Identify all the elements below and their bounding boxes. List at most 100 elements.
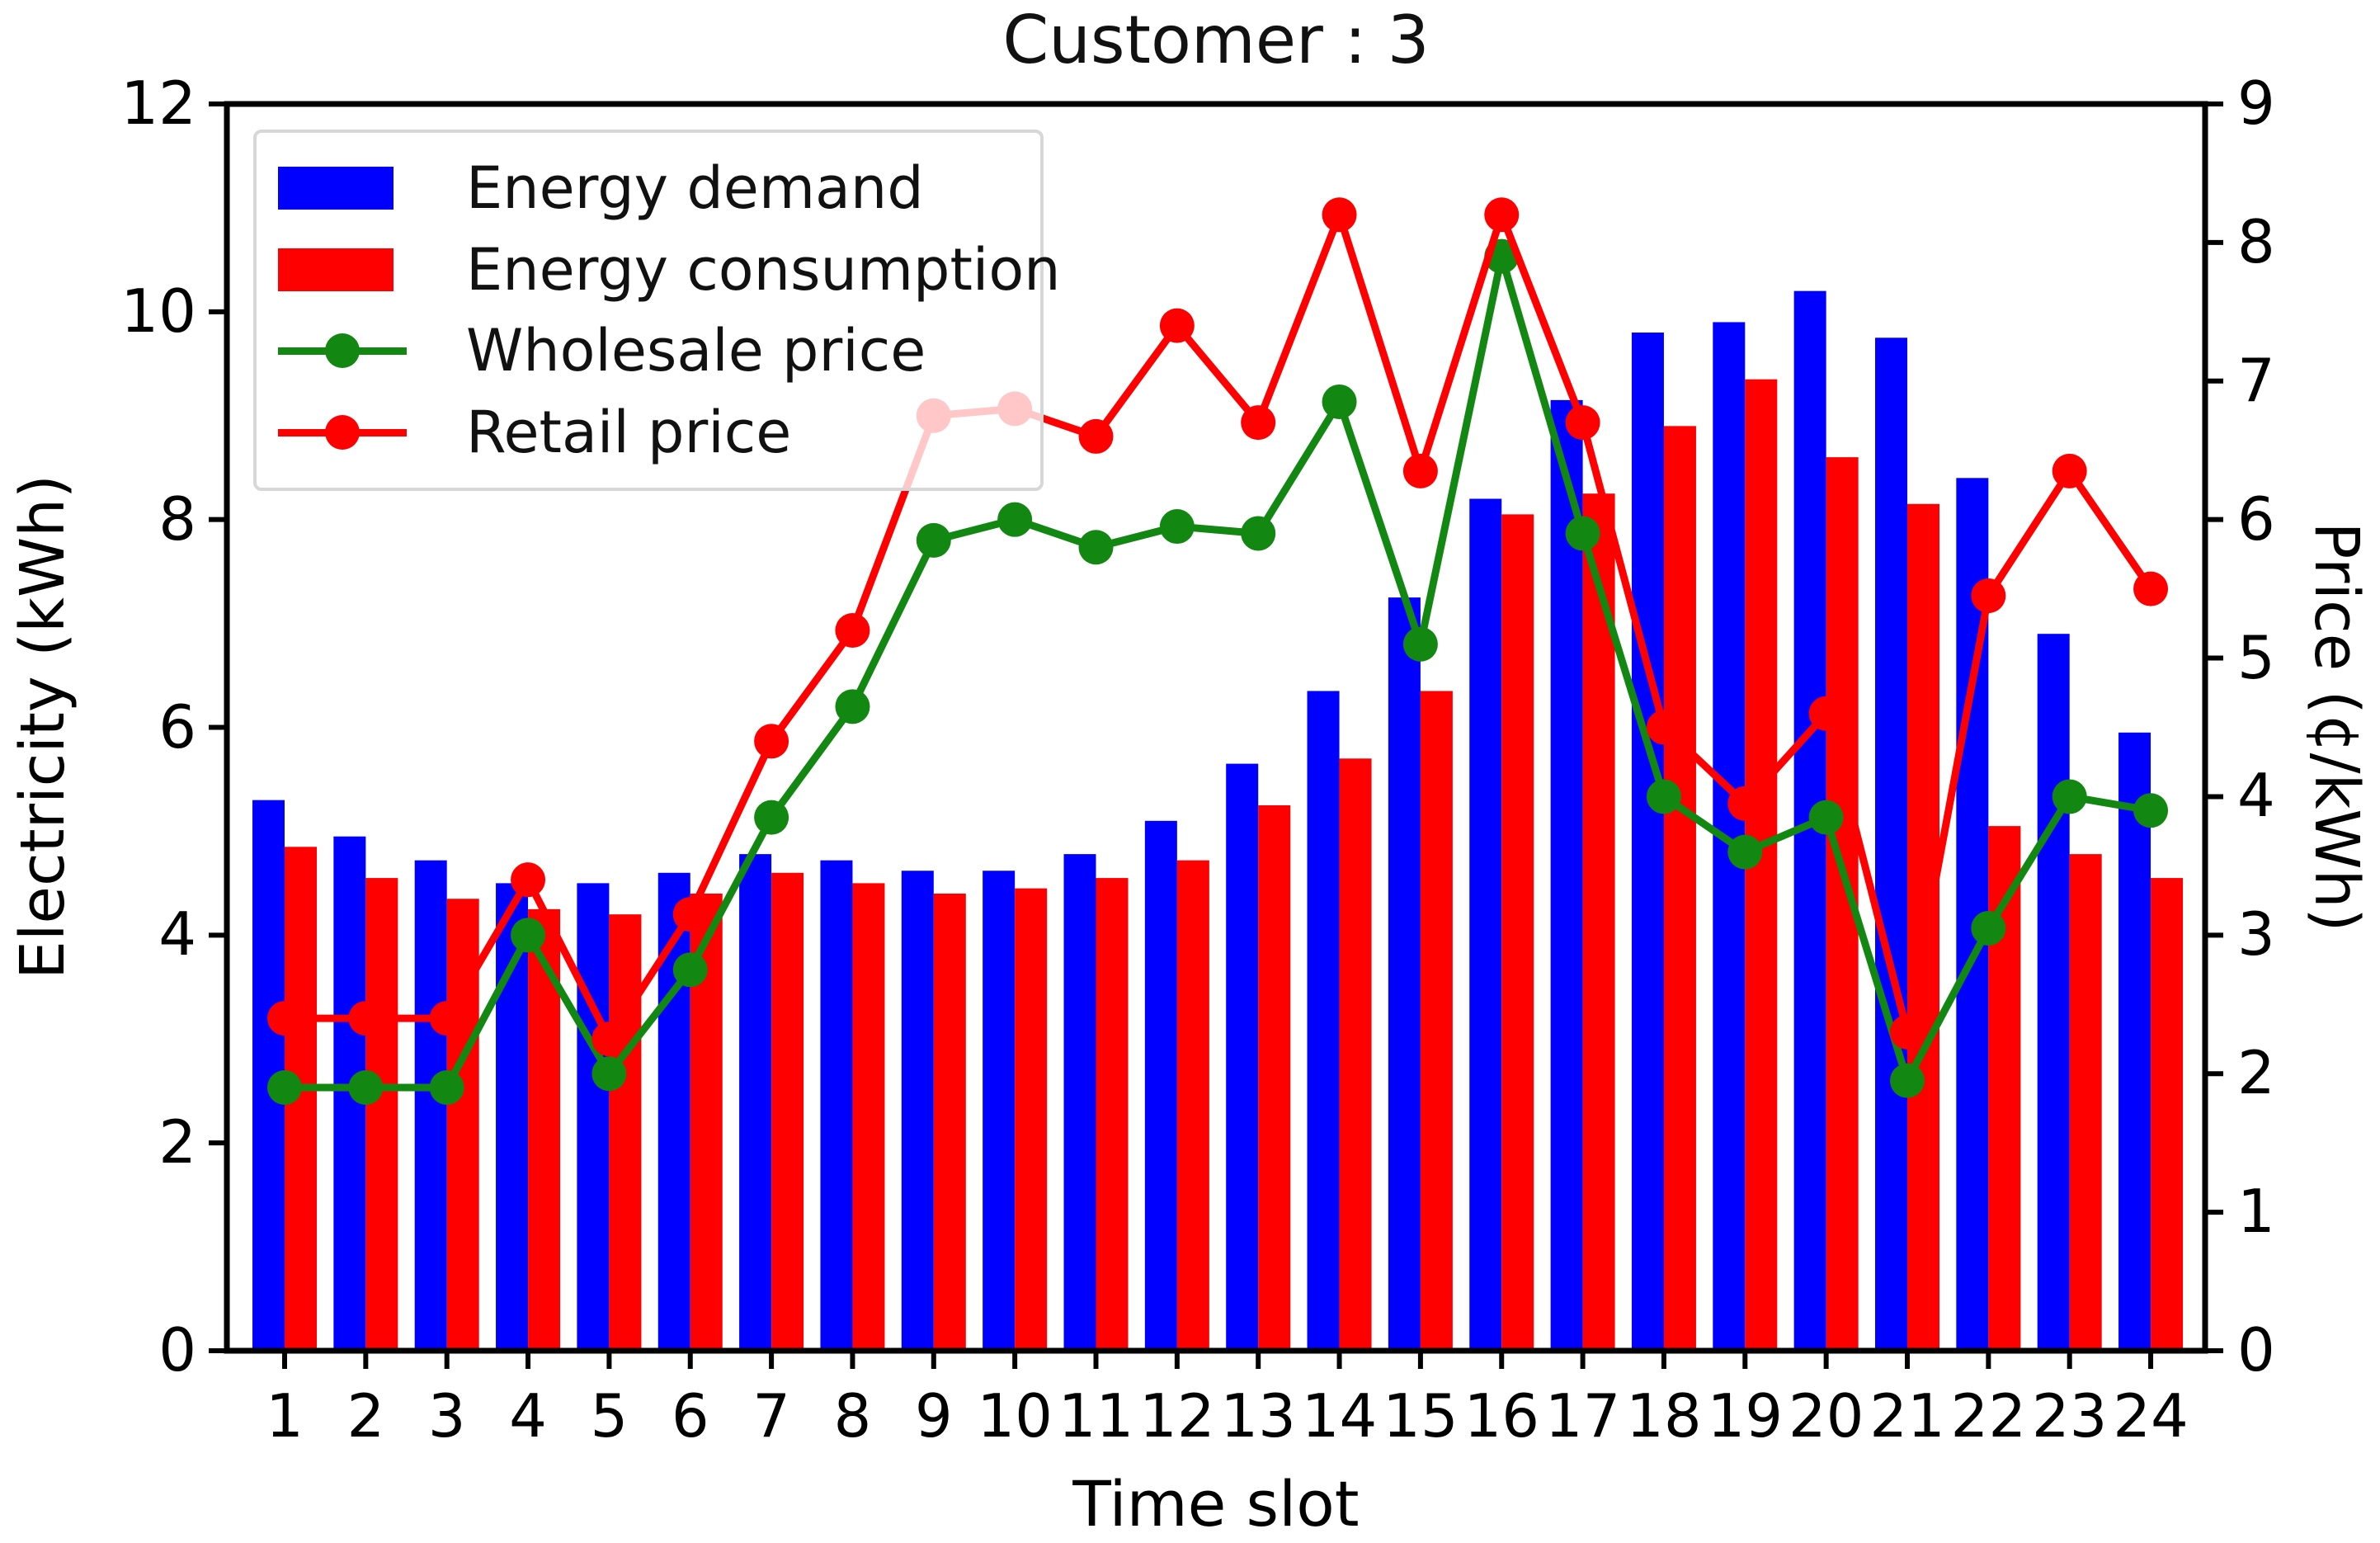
demand-bar — [496, 883, 529, 1351]
x-tick-label: 5 — [590, 1381, 629, 1451]
y-left-tick-label: 12 — [120, 68, 196, 138]
x-tick-label: 17 — [1544, 1381, 1621, 1451]
y-right-tick-label: 7 — [2237, 345, 2275, 415]
y-right-tick-label: 6 — [2237, 484, 2275, 554]
wholesale-price-point — [591, 1056, 627, 1092]
wholesale-price-point — [2133, 793, 2169, 828]
retail-price-point — [1241, 405, 1276, 441]
demand-bar — [739, 854, 772, 1351]
y-axis-left-title: Electricity (kWh) — [7, 474, 78, 979]
y-left-tick-label: 2 — [158, 1107, 196, 1177]
legend-item-energy-demand: Energy demand — [278, 149, 1032, 228]
retail-price-point — [1402, 453, 1438, 488]
legend-label: Retail price — [466, 398, 792, 466]
wholesale-price-point — [672, 952, 708, 988]
retail-price-point — [348, 1001, 384, 1036]
blue-bar-swatch-icon — [278, 167, 394, 210]
y-right-tick-label: 2 — [2237, 1038, 2275, 1108]
consumption-bar — [609, 914, 642, 1351]
consumption-bar — [2069, 854, 2102, 1351]
demand-bar — [2118, 732, 2151, 1351]
wholesale-price-point — [835, 689, 870, 724]
red-bar-swatch-icon — [278, 248, 394, 291]
x-tick-label: 7 — [752, 1381, 790, 1451]
y-axis-right-title: Price (¢/kWh) — [2301, 521, 2372, 932]
consumption-bar — [1663, 426, 1696, 1351]
legend-swatch-consumption — [278, 248, 443, 291]
red-line-marker-swatch-icon — [278, 411, 407, 454]
wholesale-price-point — [1078, 530, 1114, 565]
x-tick-label: 21 — [1869, 1381, 1945, 1451]
wholesale-price-line — [285, 252, 2151, 1092]
retail-price-point — [2052, 453, 2087, 488]
retail-price-point — [835, 612, 870, 648]
y-right-tick-label: 8 — [2237, 206, 2275, 276]
wholesale-price-point — [511, 918, 546, 953]
x-tick-label: 10 — [977, 1381, 1053, 1451]
chart-title: Customer : 3 — [1002, 2, 1430, 78]
retail-price-point — [754, 724, 789, 759]
retail-price-point — [1971, 578, 2006, 614]
wholesale-price-point — [1727, 834, 1763, 870]
wholesale-price-point — [1971, 910, 2006, 946]
wholesale-price-point — [267, 1070, 302, 1106]
consumption-bar — [771, 872, 804, 1351]
demand-bar — [901, 871, 934, 1351]
y-right-tick-label: 9 — [2237, 68, 2275, 138]
demand-bar — [414, 860, 447, 1351]
y-right-tick-label: 0 — [2237, 1315, 2275, 1385]
demand-bar — [983, 871, 1016, 1351]
x-tick-label: 18 — [1626, 1381, 1702, 1451]
wholesale-price-point — [429, 1070, 464, 1106]
wholesale-price-point — [1890, 1063, 1925, 1098]
retail-price-point — [1890, 1014, 1925, 1050]
y-right-tick-label: 3 — [2237, 899, 2275, 970]
wholesale-price-point — [1159, 509, 1195, 545]
retail-price-point — [1322, 197, 1357, 233]
demand-bar — [2037, 634, 2070, 1351]
legend-item-energy-consumption: Energy consumption — [278, 230, 1061, 309]
legend: Energy demand Energy consumption Wholesa… — [253, 130, 1061, 491]
y-right-tick-label: 4 — [2237, 761, 2275, 831]
x-tick-label: 13 — [1220, 1381, 1296, 1451]
retail-price-point — [429, 1001, 464, 1036]
consumption-bar — [2151, 878, 2184, 1351]
retail-price-point — [1078, 418, 1114, 454]
consumption-bar — [1339, 758, 1372, 1351]
legend-swatch-demand — [278, 167, 443, 210]
retail-price-point — [1484, 197, 1520, 233]
y-left-tick-label: 0 — [158, 1315, 196, 1385]
legend-swatch-retail — [278, 411, 443, 454]
retail-price-point — [672, 897, 708, 932]
legend-label: Energy demand — [466, 154, 924, 223]
retail-price-point — [1727, 786, 1763, 821]
y-left-tick-label: 4 — [158, 899, 196, 970]
legend-swatch-wholesale — [278, 329, 443, 372]
x-tick-label: 3 — [427, 1381, 466, 1451]
retail-price-point — [511, 862, 546, 898]
x-tick-label: 19 — [1707, 1381, 1784, 1451]
x-tick-label: 20 — [1788, 1381, 1864, 1451]
x-axis-title: Time slot — [1072, 1467, 1360, 1541]
x-tick-label: 16 — [1463, 1381, 1540, 1451]
legend-item-wholesale-price: Wholesale price — [278, 311, 1032, 390]
demand-bar — [1144, 820, 1177, 1351]
legend-label: Energy consumption — [466, 235, 1061, 304]
consumption-bar — [1420, 691, 1453, 1351]
wholesale-price-point — [1808, 800, 1844, 835]
consumption-bar — [1096, 878, 1129, 1351]
legend-item-retail-price: Retail price — [278, 393, 1032, 472]
wholesale-price-point — [1646, 779, 1681, 814]
retail-price-point — [267, 1001, 302, 1036]
wholesale-price-point — [2052, 779, 2087, 814]
demand-bar — [1307, 691, 1340, 1351]
x-tick-label: 4 — [509, 1381, 547, 1451]
demand-bar — [1631, 333, 1664, 1352]
x-tick-label: 12 — [1139, 1381, 1215, 1451]
y-left-tick-label: 8 — [158, 484, 196, 554]
demand-bar — [577, 883, 610, 1351]
x-tick-label: 23 — [2031, 1381, 2108, 1451]
retail-price-point — [1159, 308, 1195, 343]
consumption-bar — [365, 878, 398, 1351]
